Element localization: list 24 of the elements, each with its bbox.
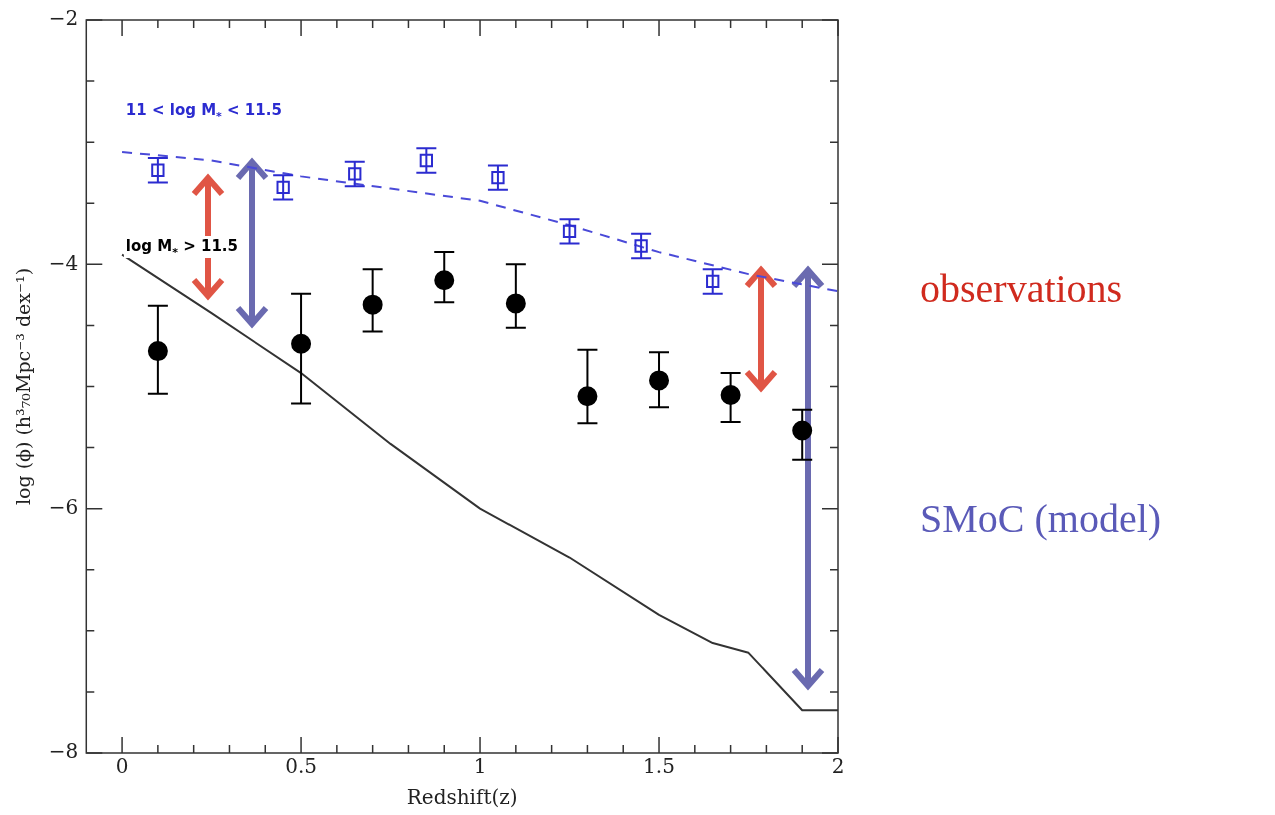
point bbox=[276, 180, 290, 195]
text: log M* > 11.5 bbox=[125, 237, 238, 260]
y-tick-label: −6 bbox=[48, 494, 79, 519]
text: observations bbox=[920, 265, 1123, 312]
point bbox=[706, 274, 720, 289]
text: 11 < log M* < 11.5 bbox=[125, 101, 282, 124]
x-tick-label: 0.5 bbox=[285, 754, 317, 779]
x-tick-label: 2 bbox=[831, 754, 845, 779]
y-tick-label: −2 bbox=[48, 6, 79, 31]
point bbox=[419, 153, 433, 168]
point bbox=[634, 239, 648, 253]
x-tick-label: 1 bbox=[473, 754, 487, 779]
point bbox=[348, 167, 362, 181]
text: SMoC (model) bbox=[920, 495, 1162, 542]
x-axis-title: Redshift(z) bbox=[406, 785, 518, 810]
point bbox=[151, 163, 165, 177]
line-series bbox=[121, 150, 838, 293]
y-tick-label: −8 bbox=[48, 739, 79, 764]
x-tick-label: 1.5 bbox=[643, 754, 675, 779]
point bbox=[491, 170, 505, 185]
x-tick-label: 0 bbox=[115, 754, 129, 779]
point bbox=[562, 224, 577, 239]
y-tick-label: −4 bbox=[48, 250, 79, 275]
y-axis-title: log (ϕ) (h³₇₀Mpc⁻³ dex⁻¹) bbox=[12, 267, 35, 506]
